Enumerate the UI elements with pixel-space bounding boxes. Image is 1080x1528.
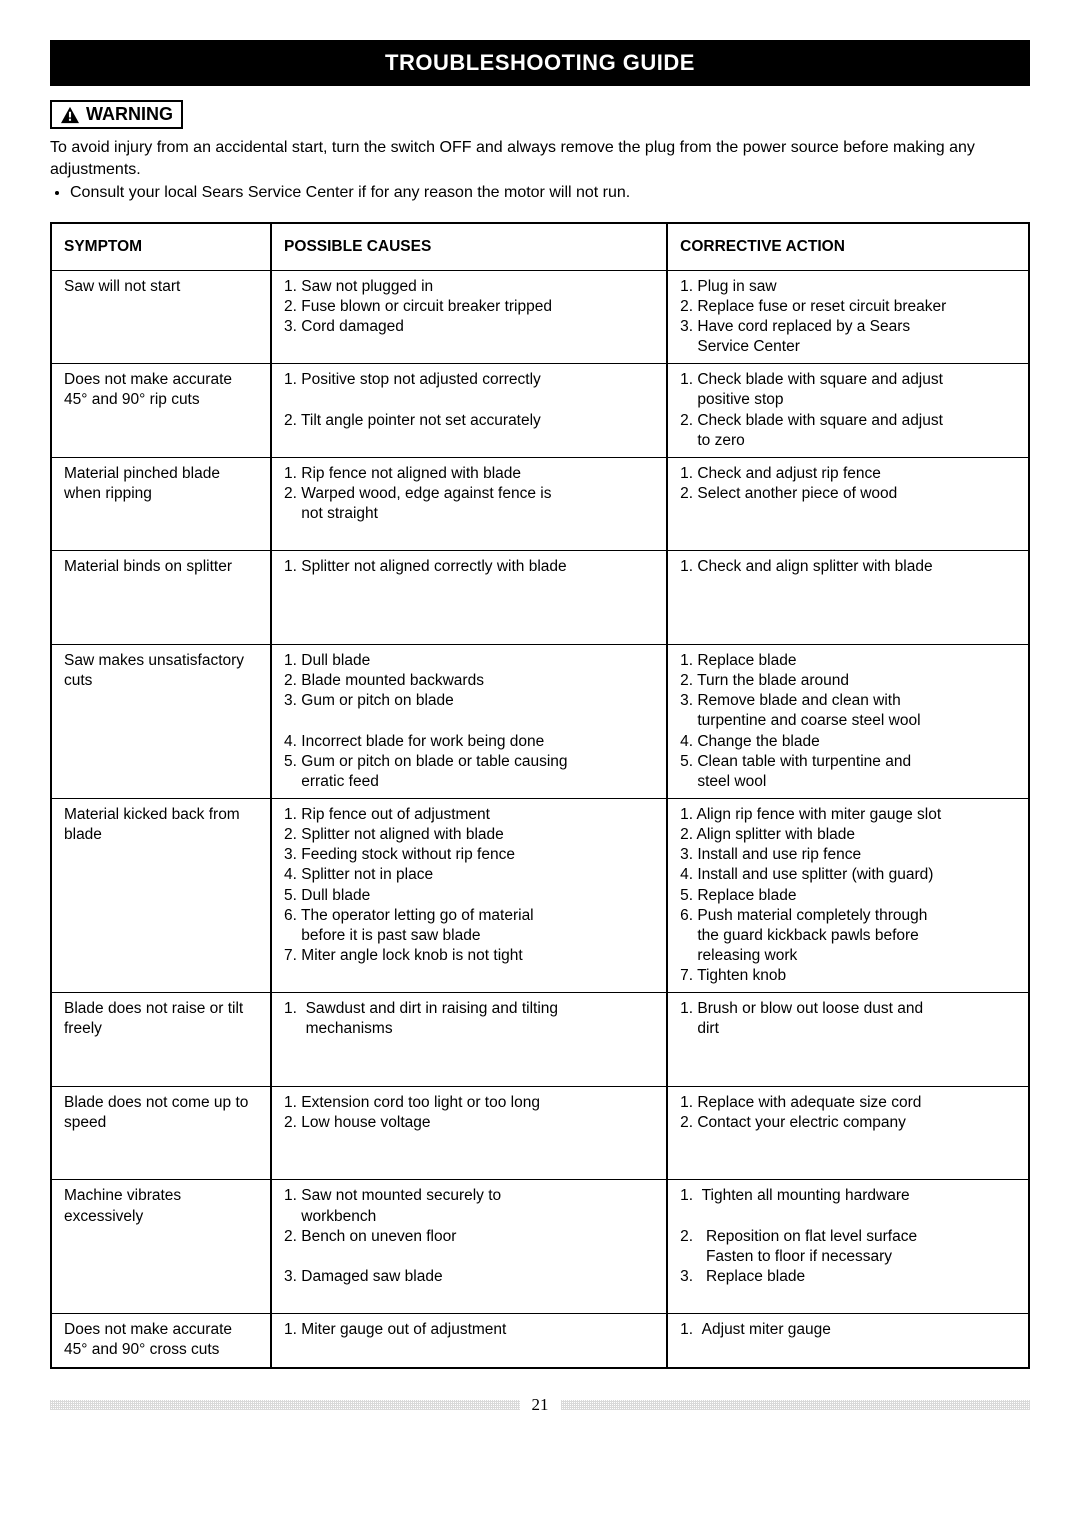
header-action: CORRECTIVE ACTION xyxy=(667,223,1029,271)
causes-cell: 1. Extension cord too light or too long2… xyxy=(271,1086,667,1180)
symptom-cell: Blade does not raise or tilt freely xyxy=(51,993,271,1087)
symptom-cell: Material binds on splitter xyxy=(51,551,271,645)
symptom-cell: Saw will not start xyxy=(51,270,271,364)
actions-cell: 1. Replace with adequate size cord2. Con… xyxy=(667,1086,1029,1180)
causes-cell: 1. Sawdust and dirt in raising and tilti… xyxy=(271,993,667,1087)
intro-paragraph: To avoid injury from an accidental start… xyxy=(50,139,975,178)
symptom-cell: Saw makes unsatisfactory cuts xyxy=(51,645,271,799)
intro-bullet: Consult your local Sears Service Center … xyxy=(70,182,1030,204)
causes-cell: 1. Dull blade2. Blade mounted backwards3… xyxy=(271,645,667,799)
actions-cell: 1. Check and align splitter with blade xyxy=(667,551,1029,645)
symptom-cell: Does not make accurate 45° and 90° cross… xyxy=(51,1314,271,1368)
page-title: TROUBLESHOOTING GUIDE xyxy=(50,40,1030,86)
actions-cell: 1. Plug in saw2. Replace fuse or reset c… xyxy=(667,270,1029,364)
actions-cell: 1. Check blade with square and adjust po… xyxy=(667,364,1029,458)
causes-cell: 1. Rip fence out of adjustment2. Splitte… xyxy=(271,799,667,993)
intro-text-block: To avoid injury from an accidental start… xyxy=(50,137,1030,204)
causes-cell: 1. Positive stop not adjusted correctly … xyxy=(271,364,667,458)
page-footer: 21 xyxy=(50,1395,1030,1415)
causes-cell: 1. Splitter not aligned correctly with b… xyxy=(271,551,667,645)
table-header-row: SYMPTOM POSSIBLE CAUSES CORRECTIVE ACTIO… xyxy=(51,223,1029,271)
actions-cell: 1. Replace blade2. Turn the blade around… xyxy=(667,645,1029,799)
causes-cell: 1. Saw not plugged in2. Fuse blown or ci… xyxy=(271,270,667,364)
page-number: 21 xyxy=(532,1395,549,1415)
actions-cell: 1. Brush or blow out loose dust and dirt xyxy=(667,993,1029,1087)
header-causes: POSSIBLE CAUSES xyxy=(271,223,667,271)
table-row: Material pinched blade when ripping1. Ri… xyxy=(51,457,1029,551)
actions-cell: 1. Check and adjust rip fence2. Select a… xyxy=(667,457,1029,551)
header-symptom: SYMPTOM xyxy=(51,223,271,271)
symptom-cell: Does not make accurate 45° and 90° rip c… xyxy=(51,364,271,458)
table-row: Does not make accurate 45° and 90° cross… xyxy=(51,1314,1029,1368)
table-row: Does not make accurate 45° and 90° rip c… xyxy=(51,364,1029,458)
warning-triangle-icon xyxy=(60,106,80,124)
table-row: Saw will not start1. Saw not plugged in2… xyxy=(51,270,1029,364)
causes-cell: 1. Rip fence not aligned with blade2. Wa… xyxy=(271,457,667,551)
symptom-cell: Material pinched blade when ripping xyxy=(51,457,271,551)
actions-cell: 1. Align rip fence with miter gauge slot… xyxy=(667,799,1029,993)
warning-label: WARNING xyxy=(86,104,173,125)
table-row: Saw makes unsatisfactory cuts1. Dull bla… xyxy=(51,645,1029,799)
table-row: Blade does not come up to speed1. Extens… xyxy=(51,1086,1029,1180)
warning-box: WARNING xyxy=(50,100,183,129)
troubleshooting-table: SYMPTOM POSSIBLE CAUSES CORRECTIVE ACTIO… xyxy=(50,222,1030,1369)
causes-cell: 1. Miter gauge out of adjustment xyxy=(271,1314,667,1368)
symptom-cell: Material kicked back from blade xyxy=(51,799,271,993)
table-row: Material kicked back from blade1. Rip fe… xyxy=(51,799,1029,993)
actions-cell: 1. Adjust miter gauge xyxy=(667,1314,1029,1368)
symptom-cell: Machine vibrates excessively xyxy=(51,1180,271,1314)
table-row: Machine vibrates excessively1. Saw not m… xyxy=(51,1180,1029,1314)
actions-cell: 1. Tighten all mounting hardware 2. Repo… xyxy=(667,1180,1029,1314)
symptom-cell: Blade does not come up to speed xyxy=(51,1086,271,1180)
table-row: Material binds on splitter1. Splitter no… xyxy=(51,551,1029,645)
footer-hatch-right xyxy=(561,1400,1031,1410)
causes-cell: 1. Saw not mounted securely to workbench… xyxy=(271,1180,667,1314)
footer-hatch-left xyxy=(50,1400,520,1410)
table-row: Blade does not raise or tilt freely1. Sa… xyxy=(51,993,1029,1087)
